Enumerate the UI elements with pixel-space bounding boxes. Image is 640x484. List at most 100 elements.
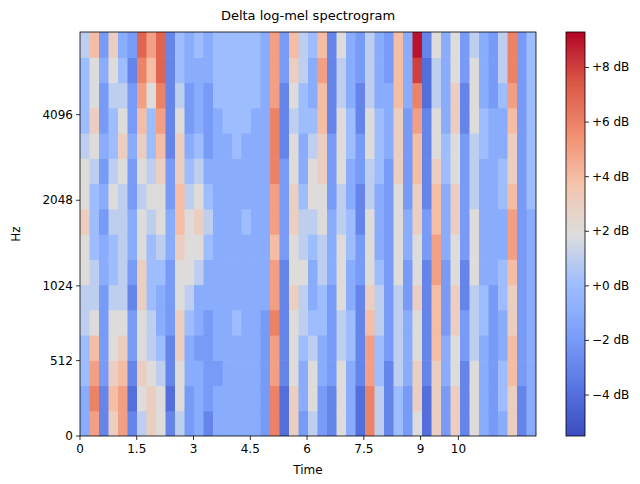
heatmap-cell [375, 335, 385, 361]
heatmap-cell [175, 335, 185, 361]
heatmap-cell [422, 386, 432, 412]
heatmap-cell [270, 234, 280, 260]
heatmap-cell [403, 158, 413, 184]
heatmap-cell [422, 57, 432, 83]
heatmap-cell [337, 310, 347, 336]
heatmap-cell [432, 259, 442, 285]
heatmap-cell [527, 234, 537, 260]
heatmap-cell [441, 133, 451, 159]
heatmap-cell [441, 209, 451, 235]
heatmap-cell [261, 285, 271, 311]
heatmap-cell [413, 183, 423, 209]
heatmap-cell [232, 234, 242, 260]
colorbar-tick [585, 340, 589, 341]
colorbar-tick [585, 67, 589, 68]
heatmap-cell [451, 32, 461, 58]
y-tick [76, 360, 80, 361]
heatmap-cell [128, 158, 138, 184]
heatmap-cell [118, 158, 128, 184]
heatmap-cell [479, 411, 489, 436]
heatmap-cell [394, 158, 404, 184]
heatmap-cell [460, 234, 470, 260]
heatmap-cell [289, 158, 299, 184]
heatmap-cell [213, 360, 223, 386]
heatmap-cell [204, 158, 214, 184]
heatmap-cell [394, 209, 404, 235]
heatmap-cell [365, 209, 375, 235]
heatmap-cell [517, 335, 527, 361]
heatmap-cell [213, 209, 223, 235]
heatmap-cell [270, 411, 280, 436]
heatmap-cell [441, 335, 451, 361]
colorbar-tick-label: +0 dB [592, 279, 629, 293]
heatmap-cell [242, 209, 252, 235]
heatmap-cell [166, 335, 176, 361]
heatmap-cell [432, 108, 442, 134]
heatmap-cell [318, 259, 328, 285]
heatmap-cell [460, 335, 470, 361]
heatmap-cell [251, 259, 261, 285]
heatmap-cell [175, 360, 185, 386]
heatmap-cell [156, 310, 166, 336]
heatmap-cell [251, 57, 261, 83]
heatmap-cell [508, 360, 518, 386]
heatmap-cell [270, 360, 280, 386]
heatmap-cell [489, 57, 499, 83]
heatmap-cell [299, 57, 309, 83]
x-tick [307, 436, 308, 440]
heatmap-cell [413, 360, 423, 386]
heatmap-cell [394, 108, 404, 134]
heatmap-cell [232, 32, 242, 58]
heatmap-cell [403, 285, 413, 311]
heatmap-cell [441, 158, 451, 184]
heatmap-cell [346, 158, 356, 184]
heatmap-cell [280, 411, 290, 436]
heatmap-cell [356, 335, 366, 361]
heatmap-cell [422, 209, 432, 235]
heatmap-cell [251, 234, 261, 260]
heatmap-cell [204, 133, 214, 159]
heatmap-cell [280, 183, 290, 209]
heatmap-cell [99, 335, 109, 361]
heatmap-cell [90, 285, 100, 311]
heatmap-cell [194, 57, 204, 83]
heatmap-cell [232, 360, 242, 386]
heatmap-cell [508, 285, 518, 311]
heatmap-cell [470, 32, 480, 58]
heatmap-cell [261, 158, 271, 184]
heatmap-cell [346, 360, 356, 386]
heatmap-cell [109, 158, 119, 184]
heatmap-cell [289, 82, 299, 108]
heatmap-cell [280, 310, 290, 336]
heatmap-cell [166, 183, 176, 209]
heatmap-cell [384, 310, 394, 336]
heatmap-cell [147, 360, 157, 386]
x-tick [193, 436, 194, 440]
heatmap-cell [460, 259, 470, 285]
heatmap-cell [479, 57, 489, 83]
heatmap-cell [337, 411, 347, 436]
heatmap-cell [147, 259, 157, 285]
heatmap-cell [365, 386, 375, 412]
colorbar-tick [585, 285, 589, 286]
heatmap-cell [175, 310, 185, 336]
heatmap-cell [270, 82, 280, 108]
heatmap-cell [223, 82, 233, 108]
heatmap-cell [175, 209, 185, 235]
x-tick-label: 0 [76, 442, 84, 456]
heatmap-cell [308, 108, 318, 134]
heatmap-cell [460, 310, 470, 336]
heatmap-cell [470, 386, 480, 412]
heatmap-cell [365, 335, 375, 361]
heatmap-cell [90, 386, 100, 412]
heatmap-cell [498, 259, 508, 285]
heatmap-cell [489, 335, 499, 361]
heatmap-cell [460, 209, 470, 235]
heatmap-cell [470, 285, 480, 311]
heatmap-cell [118, 133, 128, 159]
heatmap-cell [384, 360, 394, 386]
heatmap-cell [251, 335, 261, 361]
heatmap-cell [403, 209, 413, 235]
heatmap-cell [109, 108, 119, 134]
heatmap-cell [223, 310, 233, 336]
